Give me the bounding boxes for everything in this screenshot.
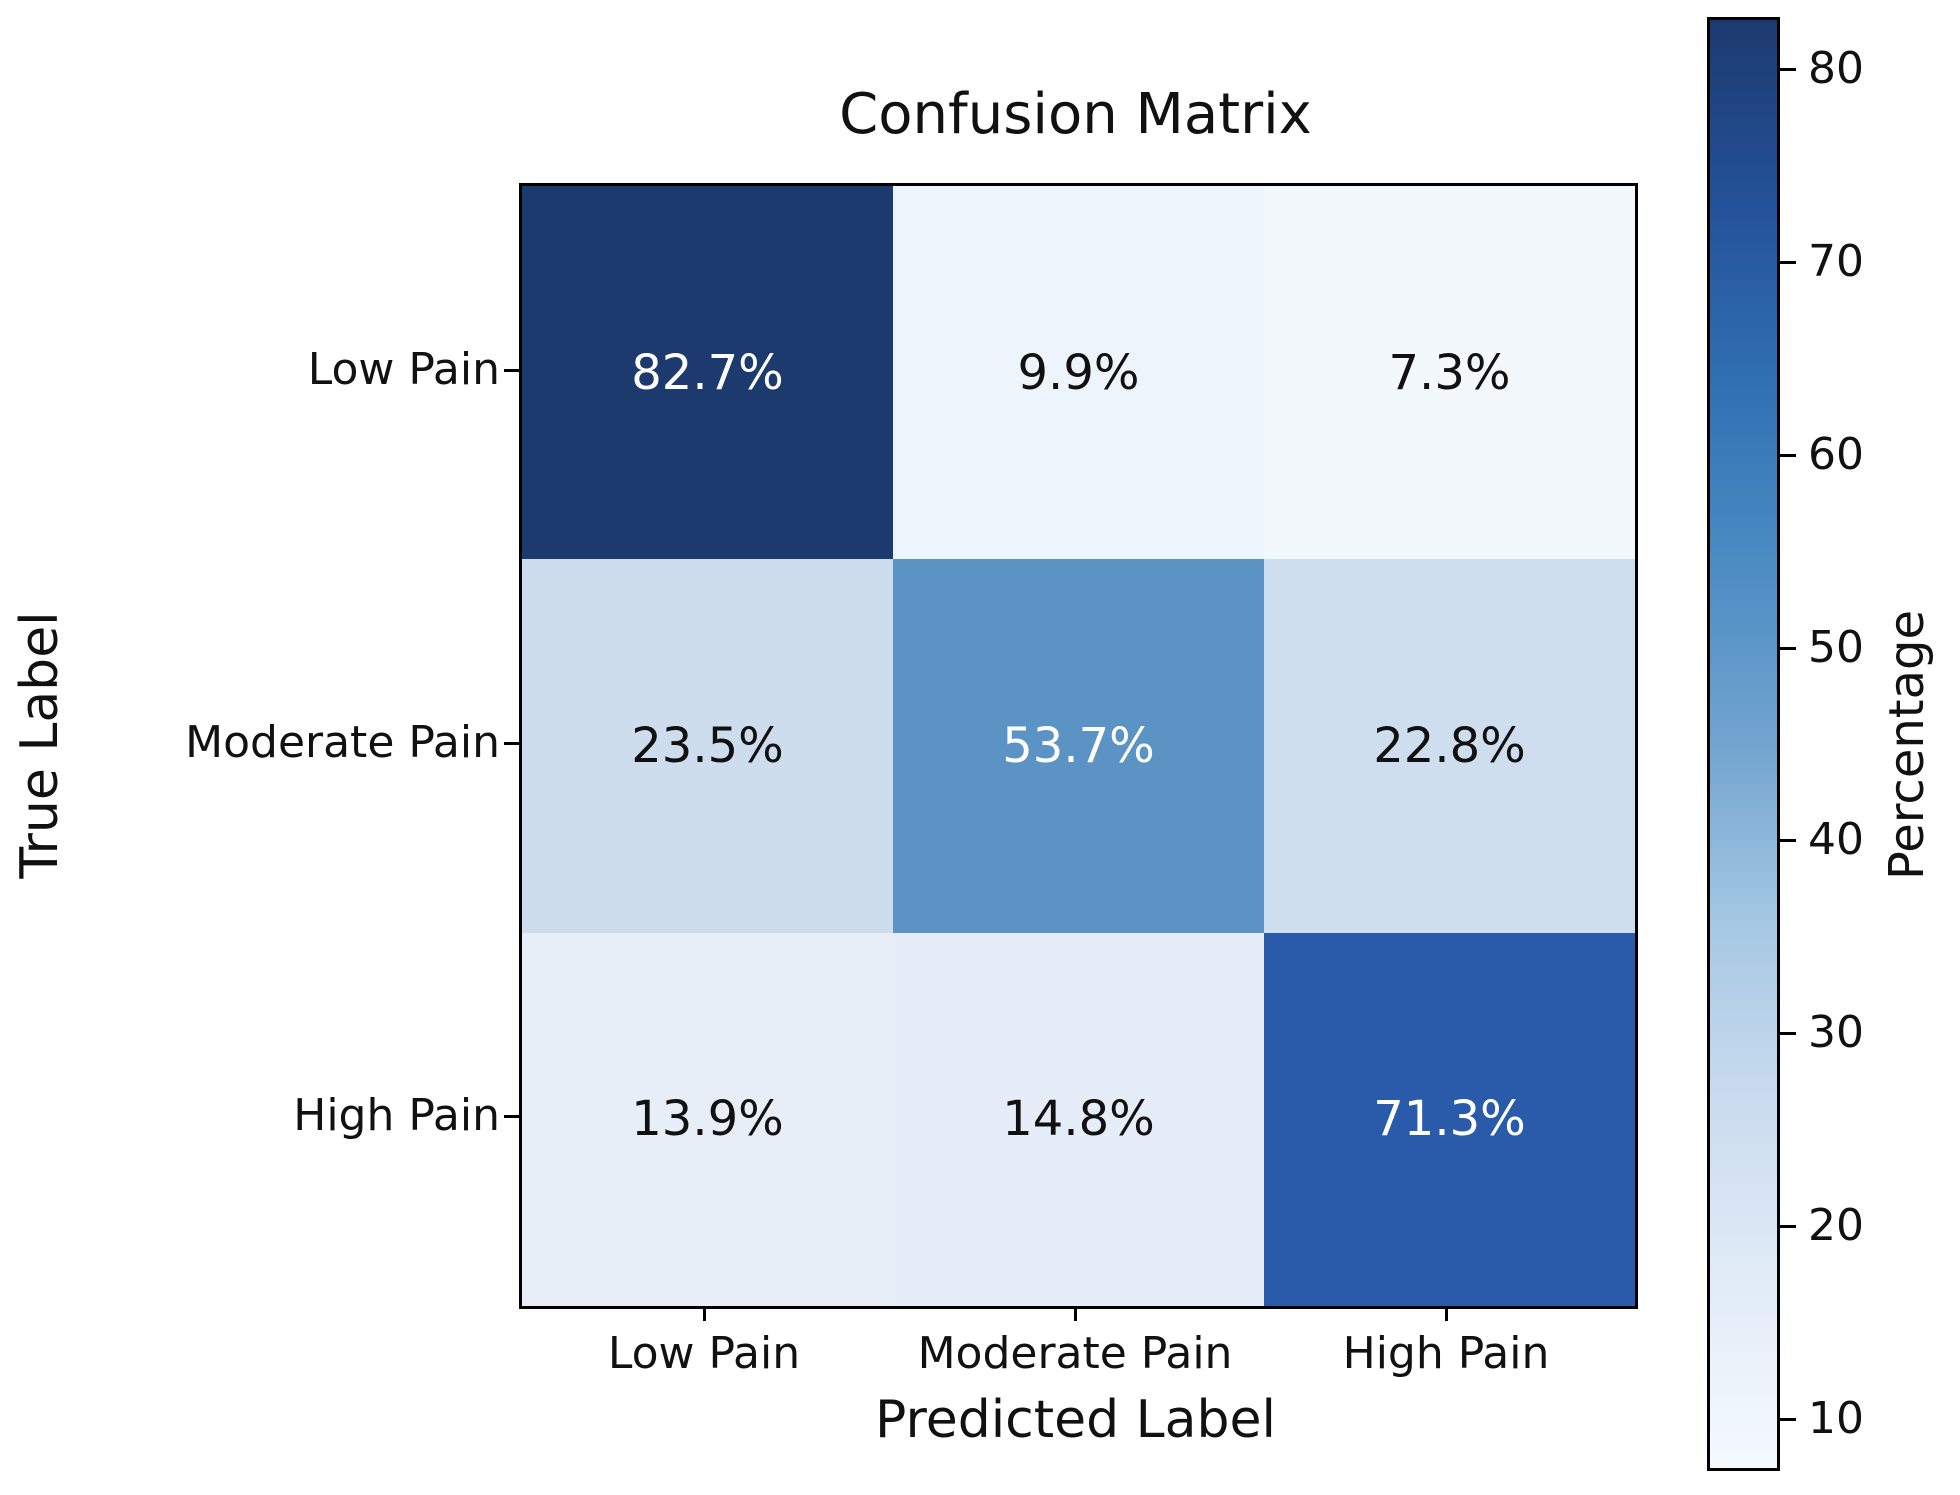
matrix-cell-r1c2: 22.8%	[1264, 559, 1635, 933]
colorbar-tick-mark	[1780, 261, 1796, 264]
y-axis-tick-mark	[504, 369, 519, 372]
colorbar-tick-mark	[1780, 839, 1796, 842]
colorbar-tick-mark	[1780, 1225, 1796, 1228]
x-axis-tick-mark	[1074, 1306, 1077, 1321]
x-tick-label-moderate-pain: Moderate Pain	[917, 1328, 1233, 1379]
y-tick-label-low-pain: Low Pain	[307, 344, 500, 395]
colorbar-tick-60: 60	[1808, 429, 1864, 480]
x-axis-tick-mark	[1445, 1306, 1448, 1321]
heatmap-grid: 82.7% 9.9% 7.3% 23.5% 53.7% 22.8% 13.9% …	[519, 183, 1638, 1309]
colorbar-gradient	[1707, 17, 1780, 1471]
colorbar-tick-70: 70	[1808, 236, 1864, 287]
y-axis-tick-mark	[504, 1115, 519, 1118]
colorbar-tick-50: 50	[1808, 622, 1864, 673]
matrix-cell-r2c2: 71.3%	[1264, 932, 1635, 1306]
y-axis-title-text: True Label	[10, 611, 70, 879]
colorbar-tick-20: 20	[1808, 1200, 1864, 1251]
matrix-cell-r0c0: 82.7%	[522, 186, 893, 560]
colorbar-title-text: Percentage	[1879, 609, 1935, 881]
y-tick-label-high-pain: High Pain	[293, 1090, 500, 1141]
colorbar-tick-40: 40	[1808, 814, 1864, 865]
colorbar-tick-mark	[1780, 1032, 1796, 1035]
matrix-cell-r2c0: 13.9%	[522, 932, 893, 1306]
colorbar-tick-mark	[1780, 647, 1796, 650]
colorbar-tick-mark	[1780, 454, 1796, 457]
colorbar-tick-mark	[1780, 68, 1796, 71]
x-axis-tick-mark	[703, 1306, 706, 1321]
matrix-cell-r0c2: 7.3%	[1264, 186, 1635, 560]
matrix-cell-r0c1: 9.9%	[893, 186, 1264, 560]
y-tick-label-moderate-pain: Moderate Pain	[185, 717, 500, 768]
colorbar-tick-mark	[1780, 1418, 1796, 1421]
y-axis-tick-mark	[504, 742, 519, 745]
matrix-cell-r2c1: 14.8%	[893, 932, 1264, 1306]
matrix-cell-r1c0: 23.5%	[522, 559, 893, 933]
colorbar-tick-80: 80	[1808, 43, 1864, 94]
chart-title: Confusion Matrix	[839, 82, 1312, 147]
x-axis-title: Predicted Label	[875, 1390, 1276, 1450]
matrix-cell-r1c1: 53.7%	[893, 559, 1264, 933]
colorbar-tick-10: 10	[1808, 1393, 1864, 1444]
x-tick-label-high-pain: High Pain	[1342, 1328, 1550, 1379]
x-tick-label-low-pain: Low Pain	[607, 1328, 801, 1379]
colorbar-tick-30: 30	[1808, 1007, 1864, 1058]
